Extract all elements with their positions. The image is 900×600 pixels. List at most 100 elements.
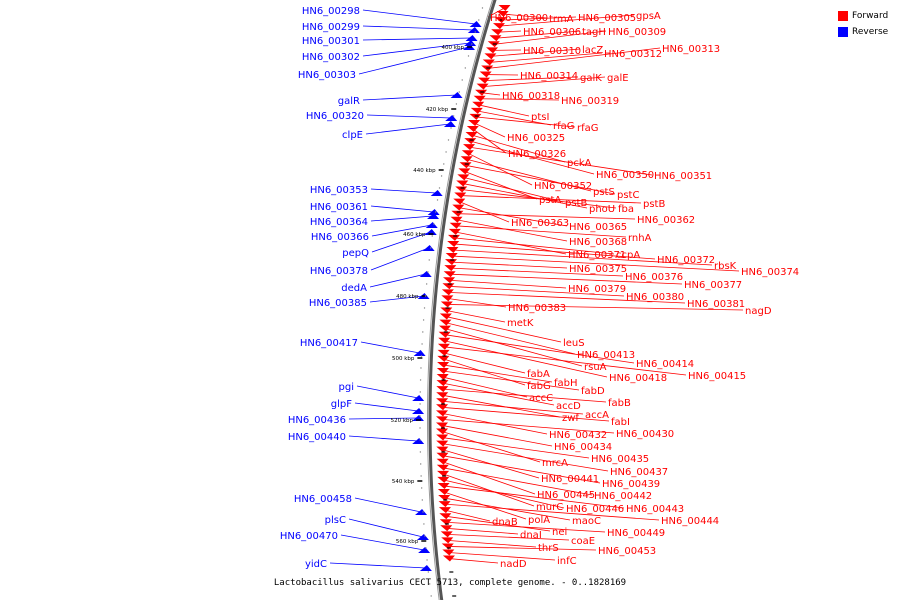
reverse-gene-label: HN6_00417 <box>300 338 358 349</box>
forward-leader-line <box>473 122 506 138</box>
scale-dot <box>419 427 421 429</box>
reverse-leader-line <box>369 295 424 303</box>
reverse-gene-arrow <box>416 534 429 540</box>
forward-gene-arrow <box>436 404 449 411</box>
reverse-gene-arrow <box>412 415 425 421</box>
forward-gene-arrow <box>437 476 450 483</box>
forward-gene-arrow <box>476 83 489 90</box>
scale-dot <box>425 547 427 549</box>
forward-gene-label: fabG <box>527 381 551 392</box>
reverse-gene-arrow <box>467 27 480 33</box>
forward-gene-arrow <box>453 198 466 205</box>
forward-gene-label: metK <box>507 318 534 329</box>
forward-gene-label: HN6_00309 <box>608 27 666 38</box>
forward-gene-label: HN6_00377 <box>684 280 742 291</box>
scale-dot <box>478 19 480 21</box>
forward-gene-arrow <box>441 289 454 296</box>
reverse-gene-label: pepQ <box>342 248 369 259</box>
reverse-leader-line <box>371 224 432 237</box>
forward-gene-label: HN6_00453 <box>598 546 656 557</box>
forward-gene-arrow <box>436 386 449 393</box>
forward-gene-arrow <box>498 5 511 11</box>
forward-gene-arrow <box>463 144 476 151</box>
scale-dot <box>428 259 430 261</box>
reverse-gene-arrow <box>419 565 432 571</box>
reverse-gene-arrow <box>419 271 432 277</box>
forward-leader-line <box>478 104 530 117</box>
scale-dot <box>450 127 452 129</box>
forward-gene-label: HN6_00375 <box>569 264 627 275</box>
forward-gene-arrow <box>450 216 463 223</box>
forward-leader-line <box>442 388 607 403</box>
forward-gene-label: HN6_00444 <box>661 516 719 527</box>
forward-gene-arrow <box>437 361 450 368</box>
reverse-gene-label: HN6_00458 <box>294 494 352 505</box>
genome-backbone-edge <box>426 0 493 600</box>
forward-leader-line <box>482 76 606 88</box>
forward-gene-arrow <box>440 301 453 308</box>
reverse-leader-line <box>362 37 472 41</box>
forward-gene-arrow <box>472 101 485 108</box>
forward-gene-label: HN6_00312 <box>604 49 662 60</box>
reverse-gene-label: dedA <box>341 283 367 294</box>
forward-gene-label: fabB <box>608 398 631 409</box>
forward-gene-label: HN6_00368 <box>569 237 627 248</box>
forward-gene-label: HN6_00305 <box>578 13 636 24</box>
forward-gene-arrow <box>473 95 486 102</box>
tick-label: 440 kbp <box>413 168 436 174</box>
forward-leader-line <box>484 76 579 81</box>
forward-leader-line <box>446 310 506 323</box>
forward-gene-label: nei <box>552 527 567 538</box>
reverse-leader-line <box>370 188 437 194</box>
forward-leader-line <box>500 16 577 21</box>
forward-gene-label: dnaI <box>520 530 542 541</box>
reverse-gene-label: glpF <box>331 399 352 410</box>
reverse-gene-label: HN6_00353 <box>310 185 368 196</box>
reverse-leader-line <box>354 402 419 412</box>
forward-leader-line <box>448 558 499 564</box>
forward-leader-line <box>446 533 570 541</box>
reverse-leader-line <box>369 273 426 288</box>
forward-leader-line <box>445 521 606 533</box>
forward-leader-line <box>488 52 603 63</box>
forward-gene-arrow <box>436 368 449 374</box>
scale-dot <box>434 211 437 213</box>
forward-gene-arrow <box>436 392 449 399</box>
forward-leader-line <box>448 552 556 561</box>
forward-gene-label: HN6_00437 <box>610 467 668 478</box>
reverse-gene-arrow <box>430 190 443 196</box>
reverse-gene-arrow <box>413 350 426 356</box>
forward-gene-arrow <box>436 410 449 417</box>
scale-dot <box>481 7 484 9</box>
forward-gene-arrow <box>454 192 467 199</box>
forward-gene-arrow <box>447 240 460 247</box>
forward-leader-line <box>495 30 581 39</box>
scale-dot <box>467 55 470 57</box>
forward-gene-label: trmA <box>549 14 574 25</box>
reverse-gene-label: HN6_00364 <box>310 217 368 228</box>
forward-gene-arrow <box>445 253 458 260</box>
forward-gene-arrow <box>436 464 449 471</box>
forward-leader-line <box>443 346 687 376</box>
forward-gene-label: rsuA <box>584 362 607 373</box>
forward-gene-arrow <box>442 555 455 562</box>
forward-gene-arrow <box>441 537 454 544</box>
reverse-gene-label: HN6_00361 <box>310 202 368 213</box>
scale-dot <box>455 103 458 105</box>
forward-leader-line <box>442 467 593 496</box>
forward-gene-label: lacZ <box>582 45 603 56</box>
reverse-leader-line <box>348 435 419 442</box>
forward-gene-label: HN6_00432 <box>549 430 607 441</box>
forward-gene-label: HN6_00439 <box>602 479 660 490</box>
forward-gene-label: thrS <box>538 543 559 554</box>
forward-gene-arrow <box>491 29 504 36</box>
reverse-gene-arrow <box>469 21 482 27</box>
forward-leader-line <box>453 237 615 255</box>
forward-gene-arrow <box>436 416 449 423</box>
reverse-leader-line <box>370 215 434 222</box>
scale-dot <box>422 319 425 321</box>
forward-gene-arrow <box>438 495 451 502</box>
scale-dot <box>430 595 432 597</box>
forward-gene-label: HN6_00376 <box>625 272 683 283</box>
reverse-gene-label: HN6_00440 <box>288 432 346 443</box>
